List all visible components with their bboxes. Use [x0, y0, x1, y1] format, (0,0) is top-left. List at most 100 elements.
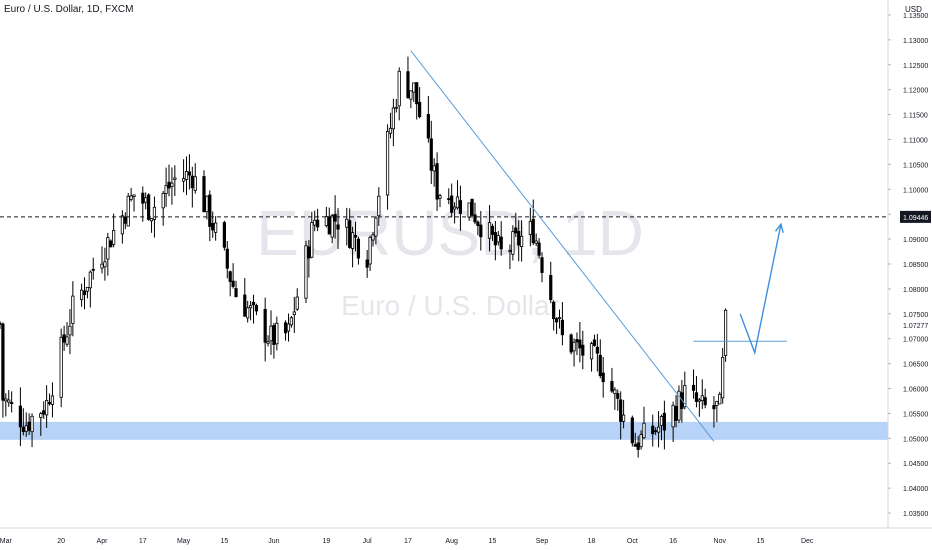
candle: [132, 194, 136, 212]
candle: [263, 297, 267, 362]
candle-body-down: [552, 301, 556, 320]
candle-body-down: [202, 176, 206, 213]
candle: [470, 198, 474, 216]
candle-body-down: [327, 216, 331, 235]
candle: [418, 87, 422, 119]
candle-body-up: [30, 415, 34, 433]
candle-body-down: [554, 318, 559, 323]
candle-body-up: [642, 422, 646, 439]
candle-body-up: [374, 217, 378, 237]
candle: [228, 270, 232, 297]
candle-body-up: [170, 182, 174, 187]
price-tick-label: 1.12000: [903, 88, 928, 95]
candle-body-up: [144, 197, 148, 203]
candle: [100, 246, 104, 274]
price-axis[interactable]: 1.13500 1.13000 1.12500 1.12000 1.11500 1.110…: [887, 0, 931, 528]
candle-body-up: [275, 322, 279, 345]
candle: [126, 192, 130, 227]
candle: [47, 393, 52, 406]
candle-body-down: [187, 171, 192, 176]
candle: [721, 348, 725, 404]
candle: [715, 400, 719, 423]
candle: [534, 233, 538, 247]
candle-body-down: [581, 344, 585, 356]
time-tick-label: Apr: [97, 538, 109, 545]
candle-body-down: [415, 82, 419, 105]
time-tick-label: Sep: [536, 538, 549, 545]
support-zone-layer: [0, 421, 888, 440]
candle-body-down: [141, 192, 145, 204]
candle: [388, 112, 393, 139]
candle: [677, 385, 681, 424]
candle: [429, 120, 433, 185]
time-tick-label: Mar: [0, 538, 13, 545]
time-axis[interactable]: Mar 20 Apr 17 May 15 Jun 19 Jul 17 Aug 15 Sep 18 Oct 16…: [0, 527, 932, 545]
candle: [50, 382, 55, 418]
candle-body-down: [694, 392, 699, 402]
candle: [71, 281, 75, 337]
candle: [621, 399, 626, 429]
candle: [592, 334, 597, 347]
candle-body-up: [715, 401, 719, 406]
candle: [120, 210, 124, 244]
candle: [452, 202, 457, 224]
candle: [549, 261, 553, 304]
candle: [537, 238, 541, 259]
time-tick-label: Nov: [714, 538, 727, 545]
candle-body-down: [514, 227, 518, 234]
candle: [636, 435, 640, 458]
candle: [275, 316, 279, 351]
candle: [517, 220, 521, 262]
time-tick-label: 15: [757, 538, 765, 545]
candle-body-up: [152, 206, 157, 220]
candle-body-down: [549, 275, 553, 301]
time-tick-label: Jun: [268, 538, 279, 545]
descending-trendline: [410, 50, 715, 442]
candle: [723, 308, 728, 362]
candle-body-up: [350, 232, 355, 249]
candle: [511, 225, 515, 261]
candle-body-down: [560, 319, 565, 336]
candle: [251, 294, 256, 324]
candle: [304, 240, 308, 304]
candle-body-down: [123, 216, 127, 224]
candle: [394, 98, 398, 113]
candle: [211, 211, 215, 238]
candle: [426, 95, 430, 143]
candle: [316, 208, 320, 232]
candle: [222, 220, 226, 251]
candle: [473, 202, 477, 225]
candle-body-up: [671, 404, 675, 428]
candle: [324, 206, 328, 228]
candle-body-up: [286, 323, 291, 332]
candle: [106, 232, 110, 276]
support-zone: [0, 421, 888, 440]
candle-body-up: [106, 237, 110, 260]
candle: [0, 321, 2, 329]
candle: [353, 221, 358, 252]
candle-body-up: [126, 195, 130, 227]
candle: [691, 369, 696, 399]
candle: [520, 220, 524, 262]
candle: [170, 167, 174, 205]
candle: [336, 208, 340, 249]
candle: [272, 322, 276, 359]
candle-body-down: [595, 346, 599, 354]
candle: [531, 199, 535, 246]
candle: [184, 156, 189, 196]
candle-body-up: [292, 311, 296, 315]
candle-body-up: [397, 70, 401, 107]
candle-body-up: [181, 178, 186, 182]
candle: [91, 257, 95, 280]
candle: [193, 163, 197, 194]
candle-body-up: [205, 195, 209, 213]
annotation-lines-layer: [0, 50, 888, 442]
candle: [496, 231, 500, 246]
candle-body-down: [674, 406, 678, 421]
candle-body-up: [304, 245, 308, 299]
candle: [234, 280, 238, 298]
candle-body-up: [161, 193, 165, 209]
candle-body-down: [27, 421, 31, 431]
candle-body-down: [499, 236, 503, 250]
